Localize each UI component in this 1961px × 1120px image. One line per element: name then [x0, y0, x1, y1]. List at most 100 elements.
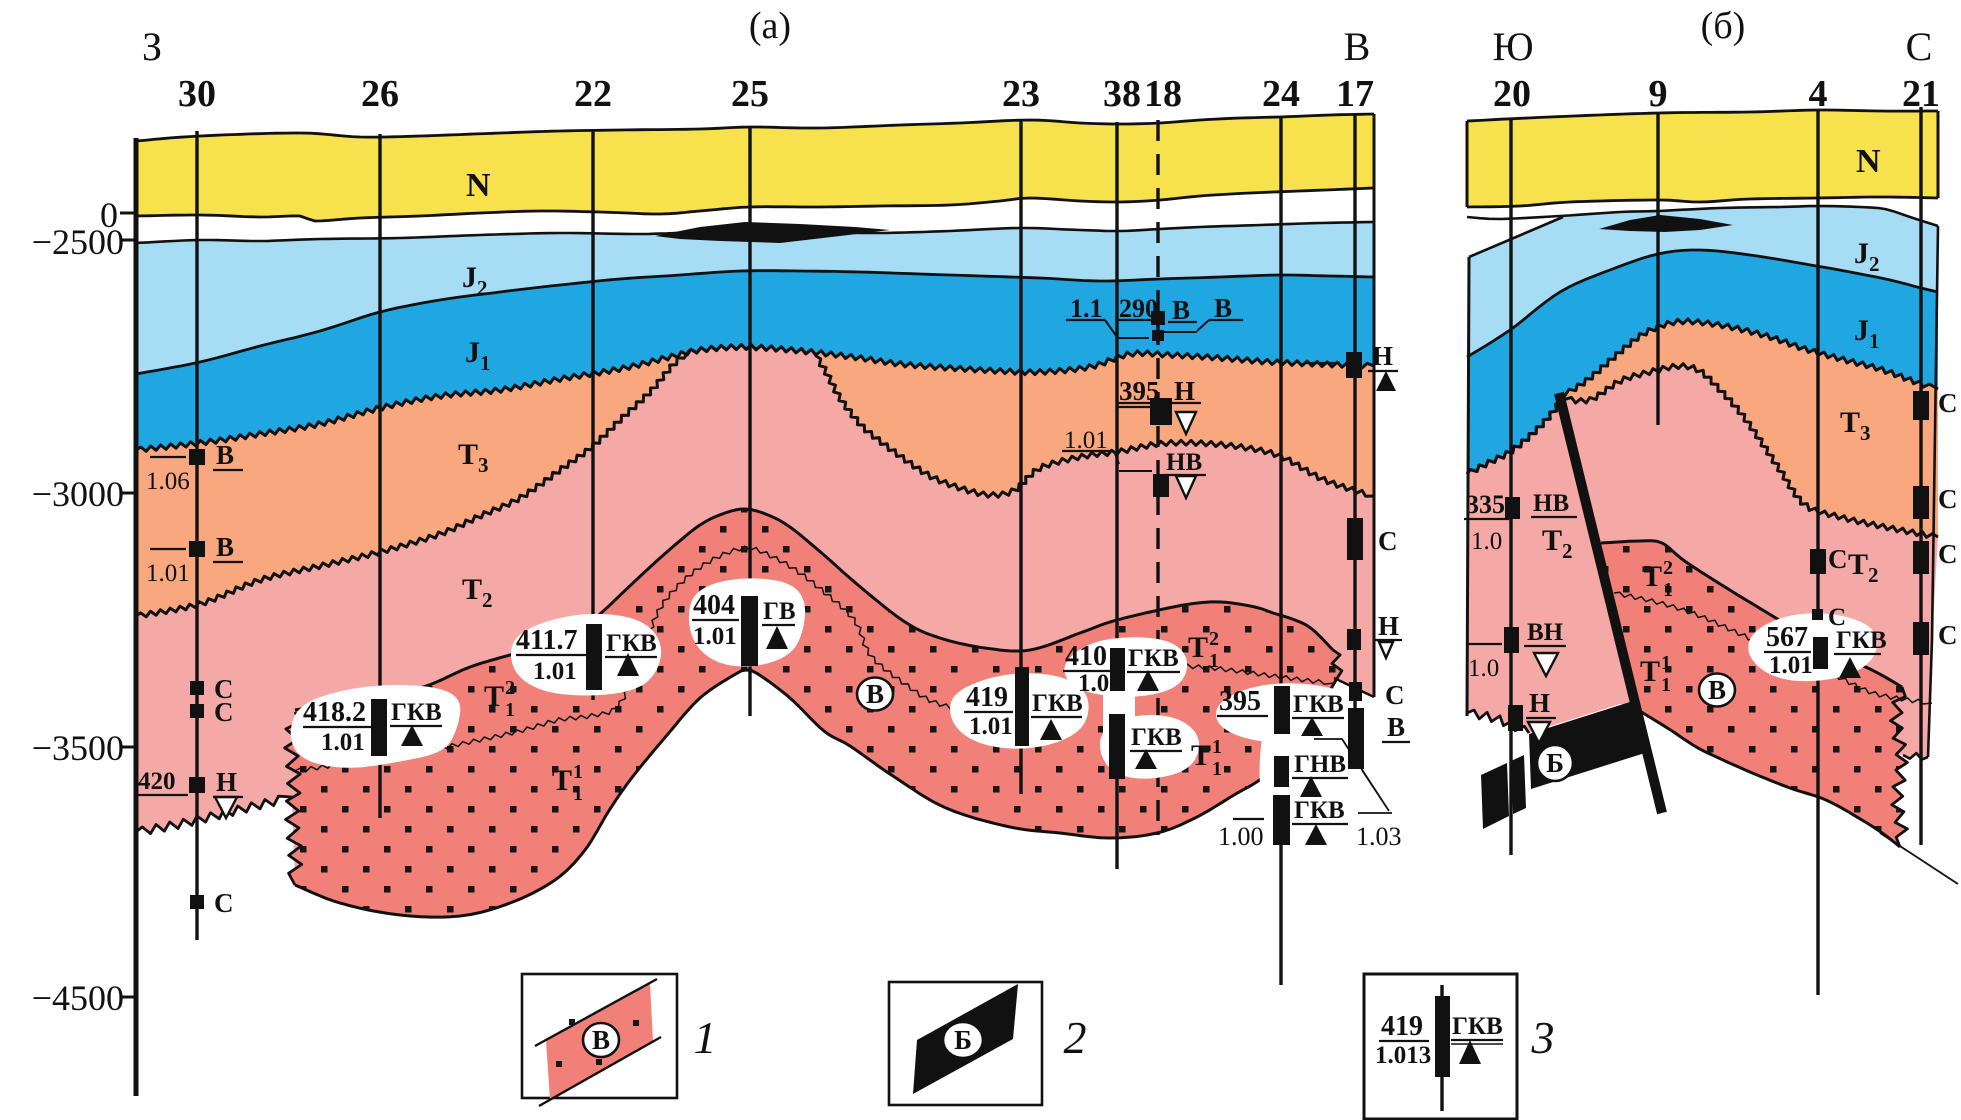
svg-text:Н: Н: [1529, 688, 1550, 718]
svg-text:−3500: −3500: [32, 728, 124, 768]
svg-text:1: 1: [573, 761, 583, 783]
svg-text:Т: Т: [1640, 655, 1660, 688]
svg-text:38: 38: [1103, 73, 1141, 115]
svg-text:С: С: [1378, 526, 1398, 556]
svg-text:2: 2: [1663, 557, 1673, 579]
svg-text:1.00: 1.00: [1218, 822, 1264, 851]
svg-text:Н: Н: [216, 767, 237, 797]
svg-text:С: С: [214, 697, 234, 727]
svg-text:9: 9: [1649, 73, 1668, 115]
svg-text:(а): (а): [749, 5, 791, 47]
svg-text:ГКВ: ГКВ: [1032, 690, 1083, 717]
svg-text:ВН: ВН: [1527, 619, 1564, 646]
svg-text:ГКВ: ГКВ: [1128, 645, 1179, 672]
svg-text:З: З: [142, 24, 162, 69]
svg-text:С: С: [1828, 544, 1848, 574]
svg-text:С: С: [1938, 620, 1958, 650]
svg-text:1: 1: [573, 783, 583, 805]
svg-text:1: 1: [1209, 650, 1219, 672]
svg-text:Т: Т: [484, 680, 504, 713]
svg-text:420: 420: [138, 768, 176, 795]
svg-text:НВ: НВ: [1166, 449, 1202, 476]
svg-text:4: 4: [1809, 73, 1828, 115]
svg-text:С: С: [1938, 539, 1958, 569]
svg-text:Б: Б: [954, 1025, 972, 1055]
svg-text:1.01: 1.01: [1769, 652, 1813, 679]
svg-text:С: С: [214, 888, 234, 918]
svg-text:1.1: 1.1: [1070, 294, 1103, 323]
svg-text:25: 25: [731, 73, 769, 115]
svg-text:ГНВ: ГНВ: [1294, 751, 1346, 778]
svg-text:26: 26: [361, 73, 399, 115]
svg-text:1: 1: [694, 1012, 717, 1063]
svg-text:3: 3: [1531, 1012, 1555, 1063]
svg-text:1.01: 1.01: [693, 623, 737, 650]
svg-text:Т: Т: [1191, 739, 1211, 772]
svg-text:С: С: [1938, 388, 1958, 418]
svg-text:Т: Т: [552, 764, 572, 797]
svg-text:С: С: [214, 674, 234, 704]
svg-text:Н: Н: [1378, 611, 1399, 641]
svg-text:2: 2: [1209, 628, 1219, 650]
svg-text:Т: Т: [1642, 560, 1662, 593]
svg-text:1.03: 1.03: [1356, 822, 1402, 851]
svg-text:В: В: [216, 532, 234, 562]
svg-text:30: 30: [178, 73, 216, 115]
svg-text:2: 2: [505, 677, 515, 699]
svg-text:1.01: 1.01: [321, 729, 365, 756]
svg-text:1.0: 1.0: [1471, 528, 1502, 555]
svg-text:395: 395: [1119, 376, 1160, 406]
svg-text:419: 419: [966, 682, 1008, 713]
svg-text:Н: Н: [1174, 376, 1195, 406]
svg-text:В: В: [1708, 675, 1726, 705]
svg-text:1: 1: [1663, 579, 1673, 601]
svg-text:0: 0: [100, 195, 118, 235]
svg-text:ГВ: ГВ: [763, 598, 796, 625]
svg-text:В: В: [216, 440, 234, 470]
svg-text:1: 1: [1661, 674, 1671, 696]
svg-text:В: В: [866, 679, 884, 709]
svg-text:1.0: 1.0: [1468, 655, 1499, 682]
svg-text:Т3: Т3: [458, 438, 489, 477]
svg-text:В: В: [1214, 293, 1232, 323]
svg-text:С: С: [1938, 484, 1958, 514]
svg-text:N: N: [466, 167, 491, 204]
svg-text:ГКВ: ГКВ: [606, 630, 657, 657]
svg-text:(б): (б): [1701, 5, 1746, 47]
svg-text:2: 2: [1064, 1012, 1087, 1063]
svg-text:410: 410: [1065, 641, 1107, 672]
svg-text:17: 17: [1336, 73, 1374, 115]
svg-text:С: С: [1828, 604, 1846, 631]
svg-text:24: 24: [1262, 73, 1300, 115]
svg-text:18: 18: [1144, 73, 1182, 115]
svg-text:Ю: Ю: [1492, 24, 1533, 69]
svg-text:395: 395: [1219, 686, 1261, 717]
svg-text:−3000: −3000: [32, 474, 124, 514]
svg-text:НВ: НВ: [1533, 490, 1569, 517]
svg-text:ГКВ: ГКВ: [1293, 691, 1344, 718]
svg-text:ГКВ: ГКВ: [1294, 797, 1345, 824]
svg-text:В: В: [1344, 24, 1371, 69]
svg-text:290: 290: [1119, 294, 1158, 323]
svg-text:1: 1: [1661, 652, 1671, 674]
svg-text:21: 21: [1902, 73, 1940, 115]
svg-text:1.06: 1.06: [146, 468, 190, 495]
svg-text:С: С: [1906, 24, 1933, 69]
svg-text:1: 1: [1212, 758, 1222, 780]
svg-text:−4500: −4500: [32, 978, 124, 1018]
svg-text:419: 419: [1381, 1011, 1423, 1042]
svg-text:С: С: [1385, 680, 1405, 710]
svg-text:335: 335: [1466, 490, 1505, 519]
svg-text:418.2: 418.2: [303, 697, 366, 728]
svg-text:411.7: 411.7: [516, 625, 577, 656]
svg-text:ГКВ: ГКВ: [1452, 1013, 1503, 1040]
svg-text:−2500: −2500: [32, 222, 124, 262]
svg-text:ГКВ: ГКВ: [1836, 627, 1887, 654]
svg-text:В: В: [1387, 712, 1405, 742]
svg-text:20: 20: [1493, 73, 1531, 115]
svg-text:N: N: [1856, 143, 1881, 180]
svg-text:1.013: 1.013: [1375, 1042, 1431, 1069]
svg-text:1.01: 1.01: [969, 713, 1013, 740]
svg-text:23: 23: [1002, 73, 1040, 115]
svg-text:22: 22: [574, 73, 612, 115]
